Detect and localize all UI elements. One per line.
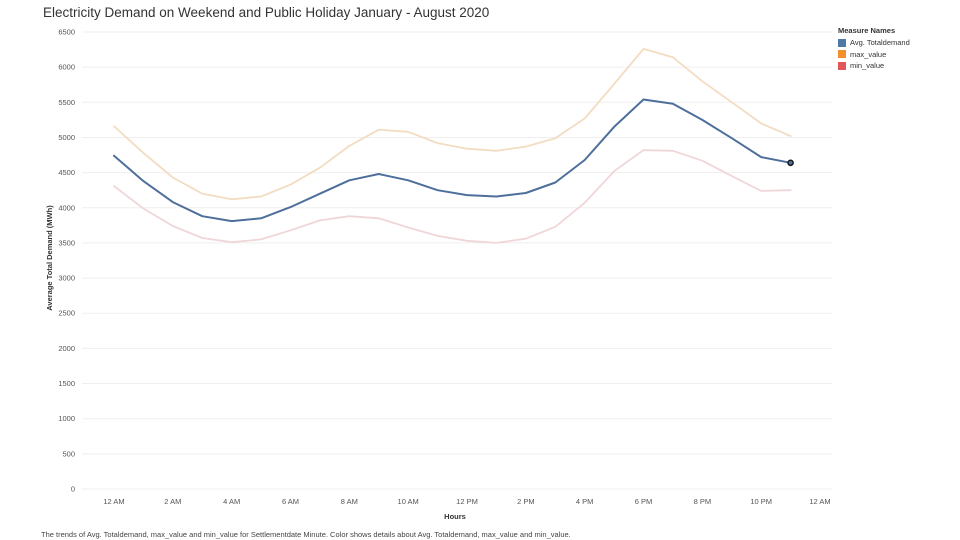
legend-item-min-value[interactable]: min_value xyxy=(838,60,910,72)
legend-swatch xyxy=(838,38,846,47)
series-line-min-value[interactable] xyxy=(113,149,792,244)
y-axis-title: Average Total Demand (MWh) xyxy=(45,205,54,311)
legend-label: min_value xyxy=(850,61,885,71)
x-axis-tick-labels: 12 AM 2 AM 4 AM 6 AM 8 AM 10 AM 12 PM 2 PM 4 PM 6… xyxy=(103,497,830,506)
legend-swatch xyxy=(838,61,846,70)
legend-swatch xyxy=(838,50,846,59)
y-tick-label: 3000 xyxy=(58,274,75,283)
y-tick-label: 6000 xyxy=(58,63,75,72)
y-tick-label: 500 xyxy=(62,449,75,458)
y-tick-label: 5500 xyxy=(58,98,75,107)
series-line-avg-totaldemand[interactable] xyxy=(113,98,792,223)
x-tick-label: 6 AM xyxy=(282,497,299,506)
legend-title: Measure Names xyxy=(838,26,896,35)
y-tick-label: 6500 xyxy=(58,28,75,37)
legend-item-max-value[interactable]: max_value xyxy=(838,49,910,61)
legend: Measure Names Avg. Totaldemand max_value… xyxy=(838,26,910,72)
series-lines[interactable] xyxy=(113,48,792,244)
y-tick-label: 1000 xyxy=(58,414,75,423)
highlight-points[interactable] xyxy=(787,159,794,167)
x-tick-label: 8 PM xyxy=(694,497,712,506)
y-tick-label: 4500 xyxy=(58,168,75,177)
legend-label: max_value xyxy=(850,49,887,59)
x-tick-label: 12 AM xyxy=(809,497,830,506)
y-tick-label: 2000 xyxy=(58,344,75,353)
x-tick-label: 4 PM xyxy=(576,497,594,506)
legend-label: Avg. Totaldemand xyxy=(850,38,910,48)
x-tick-label: 12 AM xyxy=(103,497,124,506)
x-tick-label: 10 PM xyxy=(750,497,772,506)
x-tick-label: 10 AM xyxy=(398,497,419,506)
legend-item-avg-totaldemand[interactable]: Avg. Totaldemand xyxy=(838,37,910,49)
y-tick-label: 0 xyxy=(71,485,75,494)
x-tick-label: 12 PM xyxy=(456,497,478,506)
series-line-max-value[interactable] xyxy=(113,48,792,201)
chart-title: Electricity Demand on Weekend and Public… xyxy=(43,5,490,20)
gridlines xyxy=(82,31,832,490)
x-tick-label: 6 PM xyxy=(635,497,653,506)
y-tick-label: 5000 xyxy=(58,133,75,142)
x-tick-label: 2 PM xyxy=(517,497,535,506)
x-tick-label: 2 AM xyxy=(164,497,181,506)
x-axis-title: Hours xyxy=(444,512,466,521)
highlighted-data-point[interactable] xyxy=(787,159,794,167)
x-tick-label: 4 AM xyxy=(223,497,240,506)
y-tick-label: 3500 xyxy=(58,238,75,247)
y-axis-tick-labels: 0 500 1000 1500 2000 2500 3000 3500 4000 4500 5000… xyxy=(58,28,75,494)
footer-note: The trends of Avg. Totaldemand, max_valu… xyxy=(41,530,571,539)
x-tick-label: 8 AM xyxy=(341,497,358,506)
y-tick-label: 1500 xyxy=(58,379,75,388)
y-tick-label: 4000 xyxy=(58,203,75,212)
y-tick-label: 2500 xyxy=(58,309,75,318)
